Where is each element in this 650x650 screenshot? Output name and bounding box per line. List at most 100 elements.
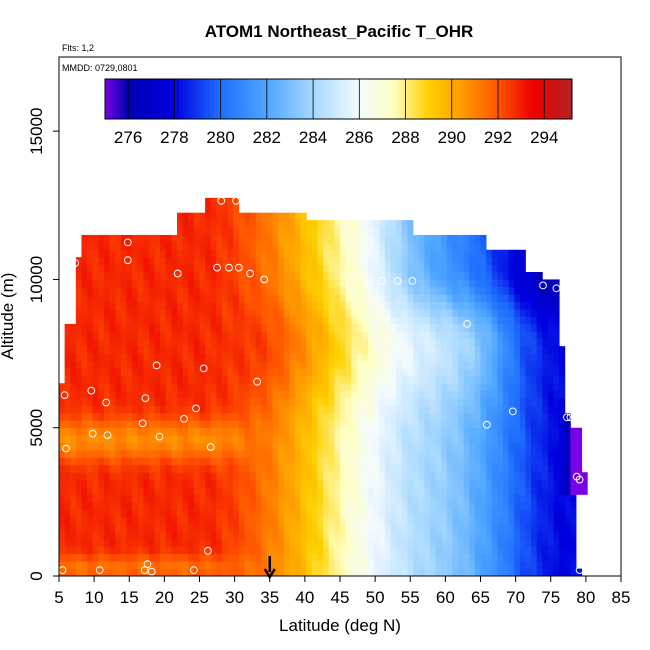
heatmap-cell — [345, 538, 352, 547]
heatmap-cell — [132, 501, 139, 510]
heatmap-cell — [120, 494, 127, 503]
heatmap-cell — [508, 257, 515, 265]
heatmap-cell — [390, 390, 397, 399]
heatmap-cell — [514, 427, 521, 436]
heatmap-cell — [396, 242, 403, 251]
heatmap-cell — [356, 383, 363, 392]
heatmap-cell — [525, 279, 532, 288]
heatmap-cell — [407, 346, 414, 354]
heatmap-cell — [182, 264, 189, 273]
heatmap-cell — [221, 553, 228, 562]
heatmap-cell — [429, 524, 436, 532]
heatmap-cell — [502, 405, 509, 414]
heatmap-cell — [323, 524, 330, 532]
heatmap-cell — [182, 516, 189, 525]
heatmap-cell — [458, 420, 465, 429]
colorbar-swatch — [346, 79, 351, 119]
heatmap-cell — [384, 272, 391, 280]
heatmap-cell — [188, 360, 195, 369]
heatmap-cell — [171, 242, 178, 251]
heatmap-cell — [491, 301, 498, 310]
heatmap-cell — [205, 375, 212, 384]
heatmap-cell — [115, 524, 122, 532]
heatmap-cell — [283, 227, 290, 236]
heatmap-cell — [250, 494, 257, 503]
heatmap-cell — [519, 279, 526, 288]
heatmap-cell — [216, 234, 223, 243]
colorbar-swatch — [381, 79, 386, 119]
heatmap-cell — [480, 457, 487, 466]
heatmap-cell — [418, 442, 425, 451]
heatmap-cell — [289, 375, 296, 384]
heatmap-cell — [182, 531, 189, 540]
heatmap-cell — [193, 286, 200, 295]
heatmap-cell — [171, 561, 178, 569]
heatmap-cell — [250, 212, 257, 221]
heatmap-cell — [210, 197, 217, 206]
heatmap-cell — [469, 301, 476, 310]
heatmap-cell — [553, 331, 560, 340]
heatmap-cell — [446, 398, 453, 406]
heatmap-cell — [115, 360, 122, 369]
heatmap-cell — [199, 242, 206, 251]
heatmap-cell — [103, 487, 110, 495]
heatmap-cell — [340, 331, 347, 340]
heatmap-cell — [283, 286, 290, 295]
heatmap-cell — [441, 435, 448, 443]
heatmap-cell — [177, 435, 184, 443]
heatmap-cell — [480, 323, 487, 332]
heatmap-cell — [143, 316, 150, 325]
heatmap-cell — [205, 331, 212, 340]
heatmap-cell — [384, 227, 391, 236]
heatmap-cell — [244, 383, 251, 392]
heatmap-cell — [373, 346, 380, 354]
heatmap-cell — [362, 479, 369, 488]
heatmap-cell — [396, 494, 403, 503]
heatmap-cell — [384, 479, 391, 488]
heatmap-cell — [328, 257, 335, 265]
heatmap-cell — [429, 516, 436, 525]
x-tick-label: 25 — [190, 588, 209, 607]
heatmap-cell — [311, 286, 318, 295]
heatmap-cell — [356, 264, 363, 273]
heatmap-cell — [70, 546, 77, 555]
heatmap-cell — [210, 279, 217, 288]
heatmap-cell — [328, 516, 335, 525]
heatmap-cell — [126, 272, 133, 280]
heatmap-cell — [379, 427, 386, 436]
heatmap-cell — [373, 301, 380, 310]
heatmap-cell — [70, 494, 77, 503]
heatmap-cell — [289, 487, 296, 495]
heatmap-cell — [75, 323, 82, 332]
heatmap-cell — [300, 264, 307, 273]
heatmap-cell — [98, 553, 105, 562]
heatmap-cell — [295, 420, 302, 429]
heatmap-cell — [87, 516, 94, 525]
heatmap-cell — [210, 346, 217, 354]
heatmap-cell — [238, 368, 245, 377]
heatmap-cell — [98, 360, 105, 369]
heatmap-cell — [502, 538, 509, 547]
heatmap-cell — [536, 353, 543, 362]
heatmap-cell — [148, 472, 155, 481]
heatmap-cell — [519, 368, 526, 377]
heatmap-cell — [199, 353, 206, 362]
heatmap-cell — [137, 301, 144, 310]
heatmap-cell — [413, 346, 420, 354]
heatmap-cell — [368, 316, 375, 325]
heatmap-cell — [221, 212, 228, 221]
heatmap-cell — [272, 420, 279, 429]
heatmap-cell — [221, 524, 228, 532]
heatmap-cell — [283, 553, 290, 562]
heatmap-cell — [137, 309, 144, 317]
heatmap-cell — [469, 479, 476, 488]
heatmap-cell — [469, 242, 476, 251]
heatmap-cell — [171, 538, 178, 547]
heatmap-cell — [564, 538, 571, 547]
heatmap-cell — [497, 338, 504, 347]
heatmap-cell — [177, 279, 184, 288]
heatmap-cell — [227, 390, 234, 399]
heatmap-cell — [165, 353, 172, 362]
heatmap-cell — [351, 457, 358, 466]
heatmap-cell — [171, 487, 178, 495]
